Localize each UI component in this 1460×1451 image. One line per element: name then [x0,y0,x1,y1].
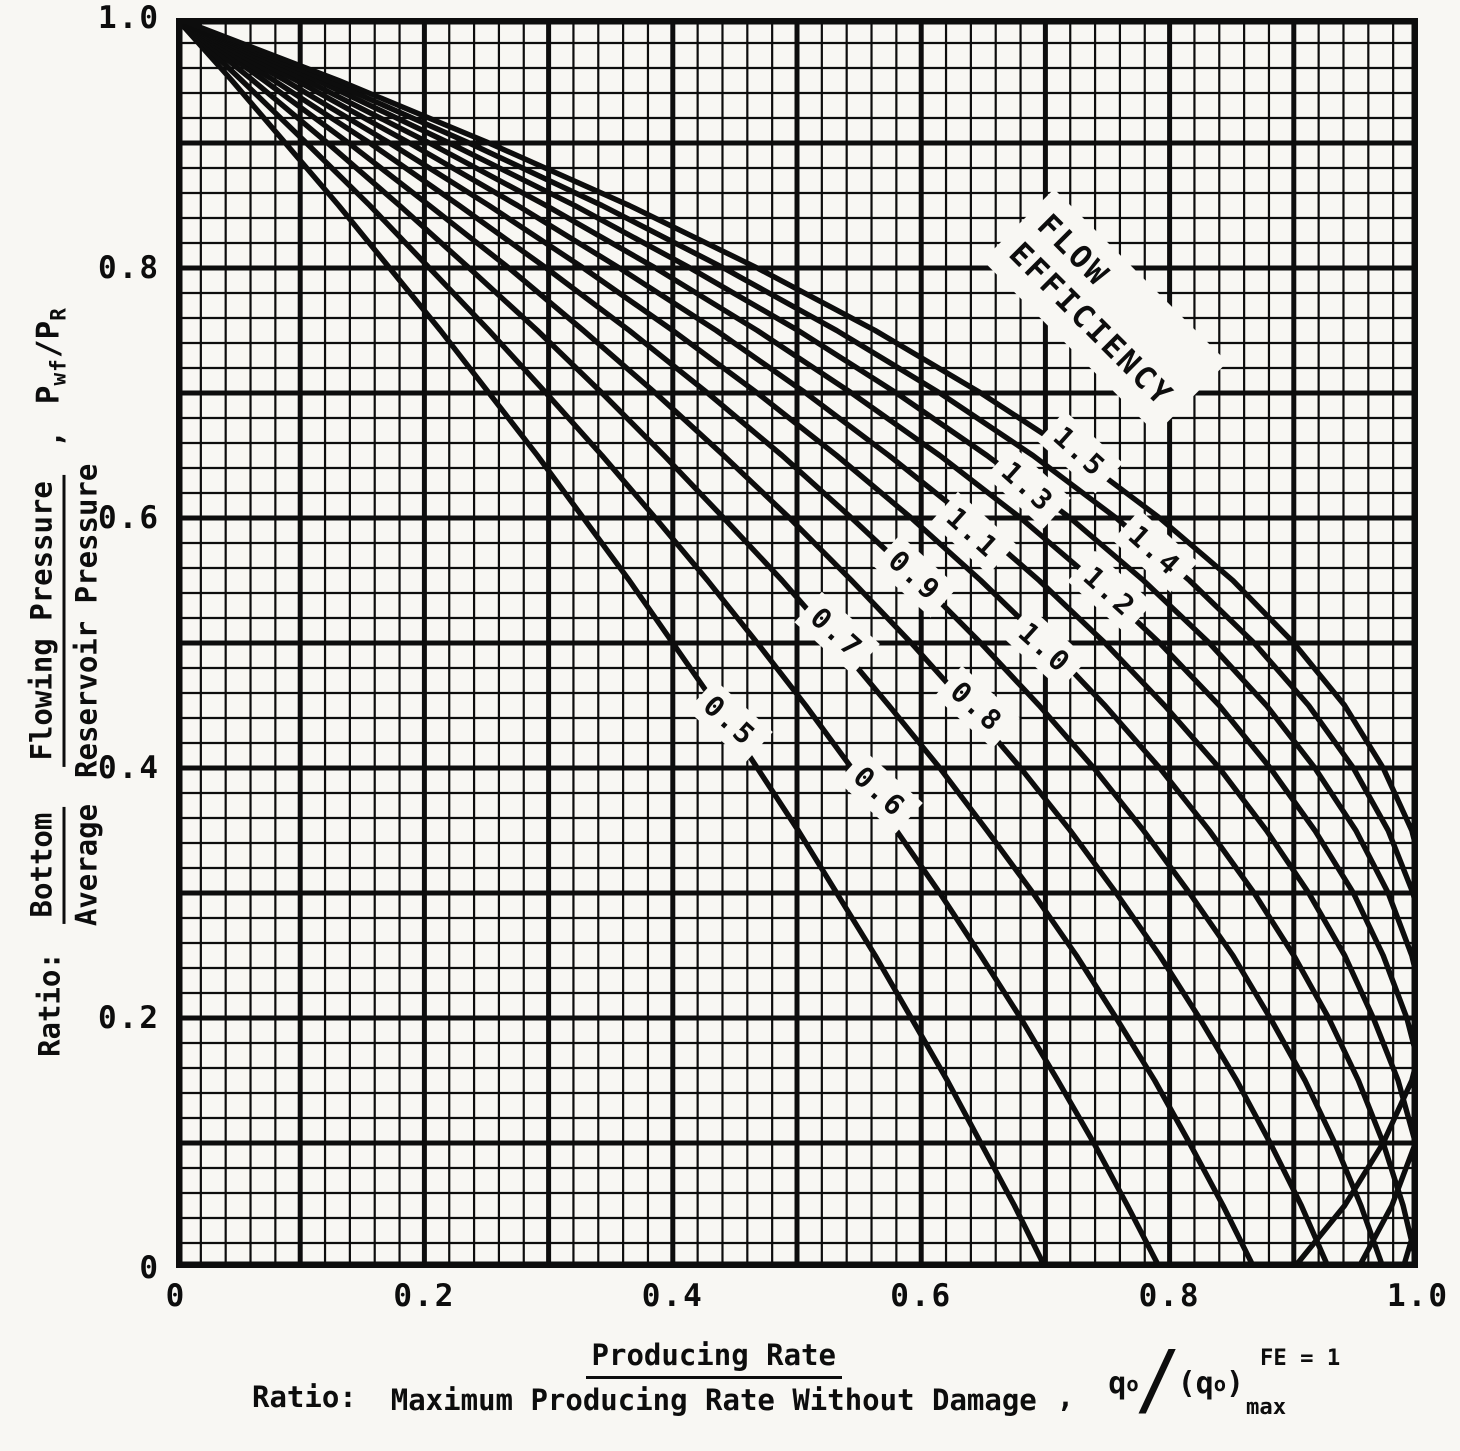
curve-fe-1.4 [176,18,1418,1268]
x-axis-fraction: Producing Rate Maximum Producing Rate Wi… [391,1338,1037,1417]
symbol-slash: / [30,339,67,359]
symbol-qo-paren-open: (q [1177,1366,1214,1401]
y-tick-label-0.2: 0.2 [98,1000,160,1036]
x-axis-title-comma: , [1056,1379,1075,1414]
x-tick-label-0.4: 0.4 [641,1278,704,1314]
symbol-p1-subscript: wf [46,358,72,386]
symbol-q: q [1108,1366,1127,1401]
y-axis-fraction1-numerator: Bottom [24,806,66,924]
y-axis-fraction1-denominator: Average [69,803,104,927]
symbol-p1: P [30,385,67,405]
symbol-p2: P [30,320,67,340]
y-tick-label-0.6: 0.6 [98,500,160,536]
symbol-fe-superscript: FE = 1 [1260,1345,1341,1372]
curve-fe-1.1 [176,18,1418,1173]
x-axis-fraction-denominator: Maximum Producing Rate Without Damage [390,1383,1037,1417]
symbol-max-subscript: max [1246,1393,1287,1420]
curve-fe-1.3 [176,18,1418,1268]
symbol-qo-paren-subscript: o [1213,1371,1226,1396]
x-axis-title: Ratio: Producing Rate Maximum Producing … [252,1334,1341,1425]
x-tick-label-0.8: 0.8 [1138,1278,1201,1314]
curve-fe-0.5 [176,18,1049,1268]
qo-over-qomax-symbol: q o / (q o) FE = 1 max [1108,1334,1341,1425]
y-tick-label-0: 0 [139,1250,160,1286]
x-tick-label-0.6: 0.6 [890,1278,953,1314]
x-axis-ratio-word: Ratio: [252,1379,357,1414]
x-axis-fraction-numerator: Producing Rate [585,1338,842,1379]
x-tick-label-1.0: 1.0 [1387,1278,1449,1314]
y-axis-title-comma: , [34,430,68,448]
x-tick-label-0.2: 0.2 [393,1278,456,1314]
curve-fe-0.8 [176,18,1332,1268]
curve-fe-0.6 [176,18,1163,1268]
y-tick-label-0.8: 0.8 [98,250,160,286]
symbol-p2-subscript: R [46,307,72,321]
pwf-over-pr-symbol: Pwf/PR [31,307,71,404]
plot-area [176,18,1418,1268]
symbol-qo-paren-close: ) [1225,1366,1245,1401]
x-tick-label-0: 0 [165,1278,187,1314]
y-axis-title: Ratio: Bottom Average Flowing Pressure R… [24,307,104,1057]
curve-fe-0.9 [176,18,1386,1268]
y-tick-label-0.4: 0.4 [98,750,160,786]
y-axis-fraction-bottom-average: Bottom Average [24,803,104,927]
plot-svg [176,18,1418,1268]
y-tick-label-1.0: 1.0 [98,0,160,36]
symbol-max-stack: FE = 1 max [1246,1347,1340,1420]
symbol-q-subscript: o [1126,1371,1139,1396]
